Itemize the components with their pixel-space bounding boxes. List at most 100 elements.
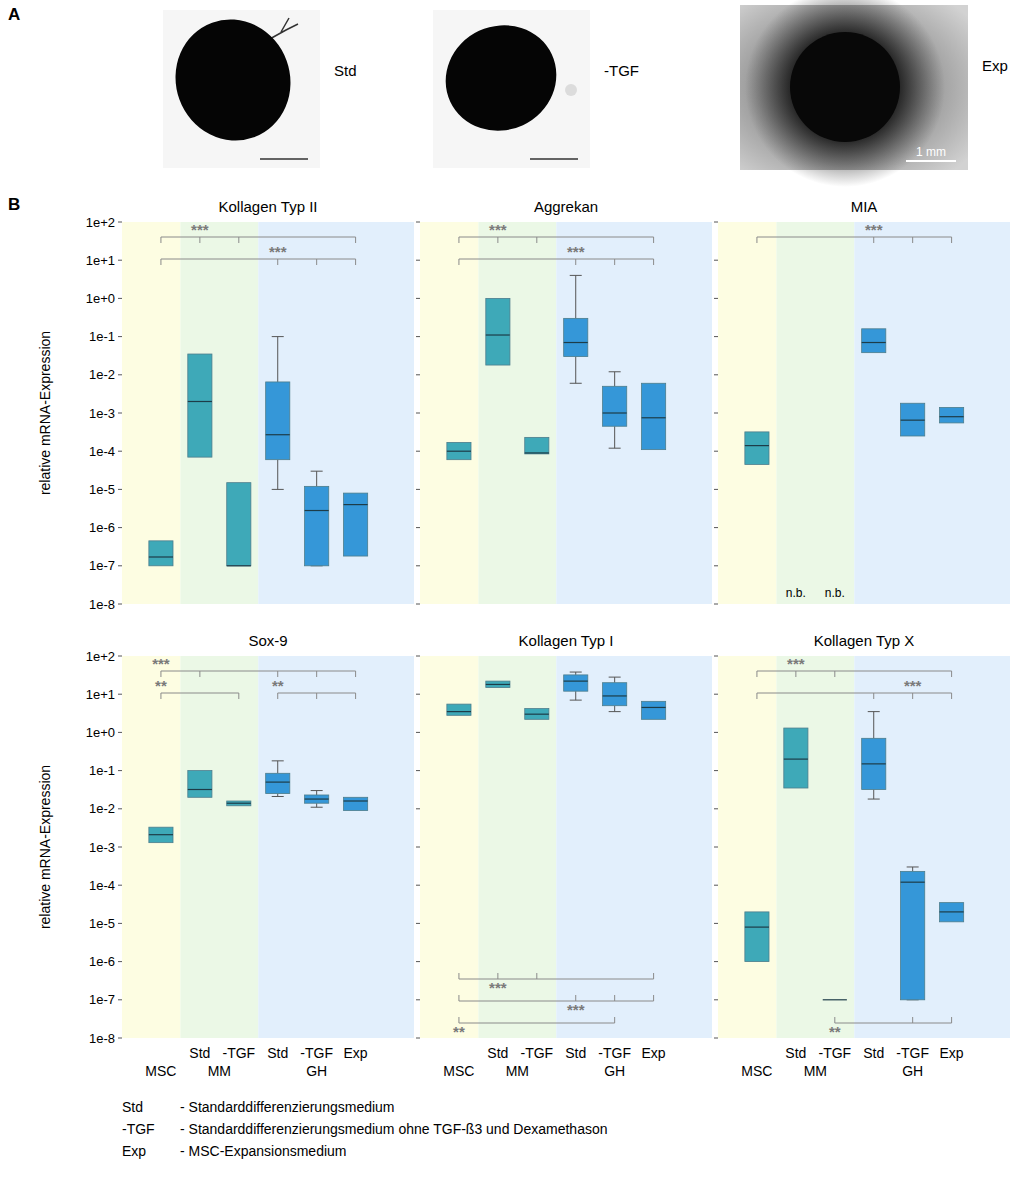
- y-tick-label: 1e-4: [89, 444, 115, 459]
- note-text: - Standarddifferenzierungsmedium ohne TG…: [180, 1121, 608, 1137]
- y-tick-label: 1e-7: [89, 992, 115, 1007]
- whisker-cap: [272, 489, 284, 490]
- median: [940, 911, 964, 912]
- y-tick: [118, 1038, 122, 1039]
- y-tick: [118, 413, 122, 414]
- group-band: [854, 222, 1010, 604]
- x-tick-label: -TGF: [818, 1045, 851, 1061]
- box: [564, 318, 588, 356]
- group-band: [556, 656, 712, 1038]
- y-tick: [118, 604, 122, 605]
- whisker-cap: [570, 672, 582, 673]
- y-tick-label: 1e+0: [86, 725, 115, 740]
- significance-bracket: [161, 693, 239, 699]
- significance-bracket: [757, 237, 952, 243]
- y-tick-label: 1e-6: [89, 520, 115, 535]
- whisker: [575, 691, 576, 700]
- y-tick: [118, 999, 122, 1000]
- y-tick-label: 1e-3: [89, 840, 115, 855]
- whisker-cap: [570, 700, 582, 701]
- y-tick: [118, 298, 122, 299]
- y-tick: [118, 808, 122, 809]
- bracket-line: [161, 259, 356, 260]
- significance-bracket: [459, 1017, 615, 1023]
- y-tick-label: 1e-8: [89, 597, 115, 612]
- y-tick: [416, 298, 420, 299]
- bracket-drop: [458, 995, 459, 1001]
- bracket-drop: [756, 693, 757, 699]
- significance-bracket: [757, 693, 952, 699]
- y-tick: [714, 961, 718, 962]
- box: [305, 486, 329, 565]
- whisker: [575, 275, 576, 318]
- bracket-drop: [355, 237, 356, 243]
- group-label: MSC: [741, 1063, 772, 1079]
- whisker-cap: [570, 275, 582, 276]
- box: [745, 912, 769, 962]
- note-text: - MSC-Expansionsmedium: [180, 1143, 347, 1159]
- image-label: Exp: [982, 57, 1008, 74]
- group-band: [122, 656, 180, 1038]
- y-tick-label: 1e-3: [89, 406, 115, 421]
- y-tick: [714, 451, 718, 452]
- bracket-drop: [458, 237, 459, 243]
- median: [149, 556, 173, 557]
- significance-label: **: [453, 1023, 465, 1040]
- whisker: [277, 761, 278, 773]
- box: [344, 493, 368, 556]
- whisker-cap: [272, 796, 284, 797]
- box: [266, 382, 290, 460]
- group-band: [478, 222, 556, 604]
- box: [862, 738, 886, 789]
- y-tick: [714, 604, 718, 605]
- median: [305, 798, 329, 799]
- y-tick-label: 1e-4: [89, 878, 115, 893]
- y-tick: [714, 923, 718, 924]
- significance-bracket: [835, 1017, 952, 1023]
- whisker: [912, 867, 913, 871]
- y-tick: [118, 961, 122, 962]
- y-tick: [118, 336, 122, 337]
- significance-label: ***: [269, 243, 287, 260]
- y-tick-label: 1e-1: [89, 763, 115, 778]
- box: [486, 681, 510, 687]
- whisker-cap: [272, 336, 284, 337]
- x-tick-label: -TGF: [520, 1045, 553, 1061]
- median: [344, 800, 368, 801]
- group-band: [776, 222, 854, 604]
- x-tick-label: Exp: [344, 1045, 368, 1061]
- panel-label: B: [8, 195, 20, 214]
- bracket-line: [161, 671, 356, 672]
- y-tick: [416, 1038, 420, 1039]
- box: [227, 483, 251, 566]
- pellet-image: [159, 3, 320, 168]
- bracket-line: [459, 259, 654, 260]
- boxes: [447, 672, 666, 719]
- group-band: [420, 222, 478, 604]
- x-tick-label: Std: [267, 1045, 288, 1061]
- box: [784, 728, 808, 788]
- significance-label: ***: [904, 677, 922, 694]
- box: [266, 773, 290, 793]
- group-label: GH: [604, 1063, 625, 1079]
- bracket-drop: [756, 237, 757, 243]
- panel-title: Kollagen Typ I: [519, 632, 614, 649]
- y-tick: [118, 770, 122, 771]
- y-tick: [416, 656, 420, 657]
- y-tick: [416, 923, 420, 924]
- y-tick: [714, 374, 718, 375]
- box: [188, 771, 212, 798]
- x-tick-label: Exp: [940, 1045, 964, 1061]
- box: [564, 675, 588, 691]
- x-tick-label: -TGF: [896, 1045, 929, 1061]
- group-label: MSC: [145, 1063, 176, 1079]
- whisker: [277, 337, 278, 382]
- y-tick: [416, 847, 420, 848]
- median: [745, 445, 769, 446]
- y-tick: [118, 732, 122, 733]
- bracket-drop: [199, 671, 200, 677]
- significance-bracket: [278, 693, 356, 699]
- missing-label: n.b.: [825, 586, 845, 600]
- whisker: [614, 426, 615, 448]
- bracket-drop: [614, 995, 615, 1001]
